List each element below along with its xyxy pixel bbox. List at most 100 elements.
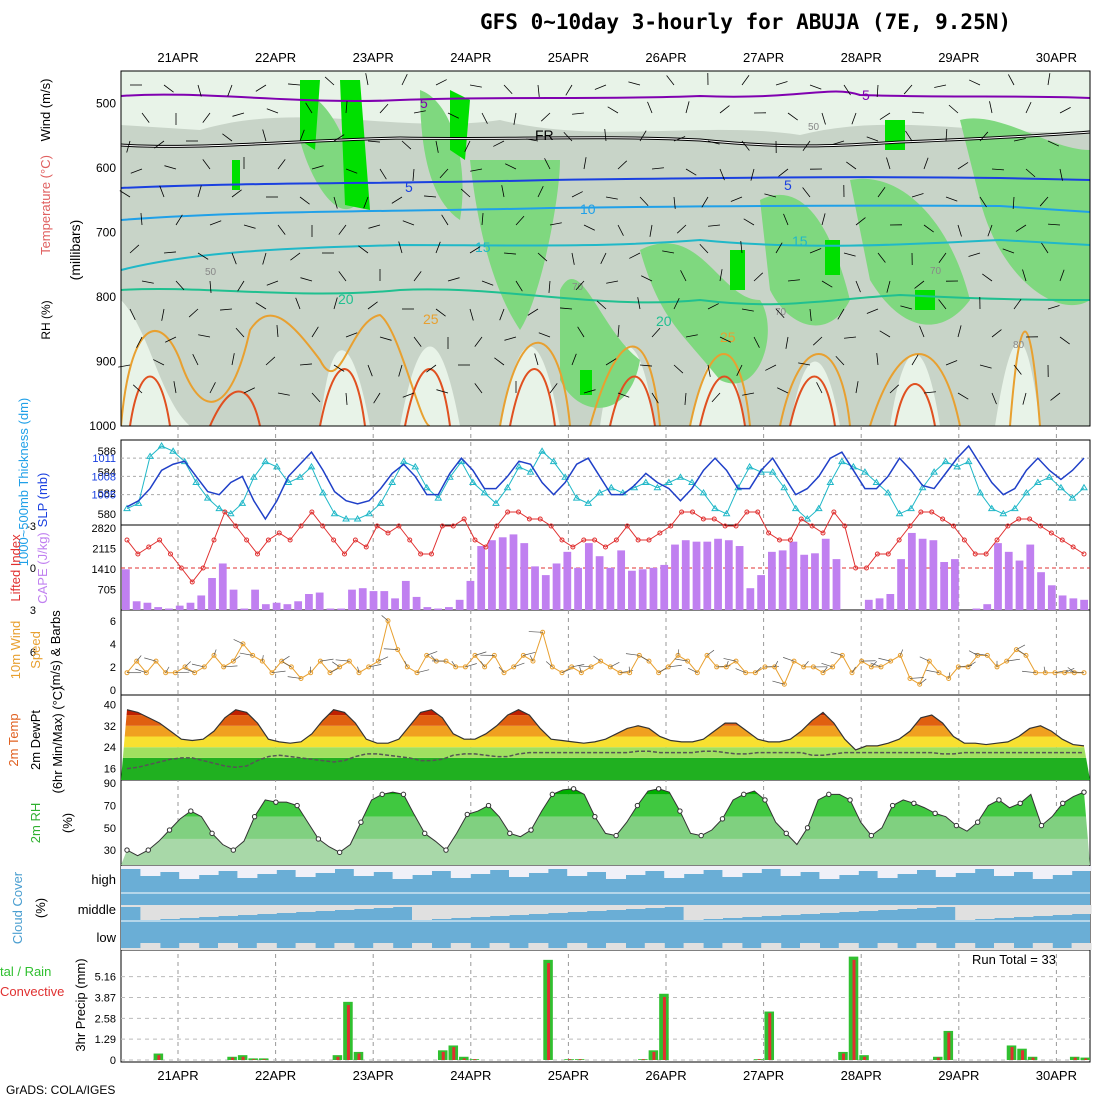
wind-barb <box>469 84 482 88</box>
li-point <box>581 537 587 543</box>
precip-convective-bar <box>262 1059 266 1060</box>
wind-barb <box>493 140 505 147</box>
cloud-mid-gap <box>606 905 626 910</box>
li-tick: -3 <box>26 521 36 533</box>
cloud-high-gap <box>412 866 432 875</box>
wind-speed-point <box>134 658 140 664</box>
thickness-point <box>1010 504 1019 512</box>
wind-barb <box>515 215 525 226</box>
cape-bar <box>348 589 356 610</box>
thickness-point <box>549 457 558 465</box>
cloud-high-gap <box>373 866 394 872</box>
wind-barb-10m <box>136 655 142 662</box>
wind-speed-point <box>569 664 575 670</box>
thickness-point <box>964 457 973 465</box>
rh-point <box>889 802 896 809</box>
cloud-mid-gap <box>295 905 316 912</box>
wind-barb <box>900 305 913 310</box>
wind-barb <box>673 196 676 209</box>
wind-speed-point <box>472 652 478 658</box>
cloud-mid-gap <box>586 905 607 911</box>
wind-barb <box>750 168 755 181</box>
wind-speed-point <box>250 652 256 658</box>
li-point <box>766 530 772 536</box>
cape-bar <box>638 569 647 610</box>
wind-speed-point <box>549 664 555 670</box>
thickness-point <box>376 499 385 506</box>
thickness-point <box>434 494 443 501</box>
wind-barb <box>629 252 641 259</box>
rh-point <box>741 791 747 798</box>
wind-barb <box>982 273 993 282</box>
wind-speed-point <box>288 664 294 670</box>
wind-barb <box>499 308 505 321</box>
rh-point <box>655 786 662 792</box>
thickness-point <box>884 488 892 496</box>
wind-barb <box>439 168 449 179</box>
rh-band <box>121 788 1090 795</box>
thickness-point <box>999 509 1008 517</box>
wind-barb <box>469 308 474 321</box>
thickness-point <box>215 504 224 512</box>
cloud-high-gap <box>877 866 898 878</box>
rh-point <box>188 808 194 814</box>
cloud-high-gap <box>974 866 995 869</box>
cape-bar <box>143 602 152 610</box>
cloud-low-gap <box>877 943 898 950</box>
wind-barb <box>596 300 607 310</box>
rh-point <box>464 811 470 818</box>
wind-barb <box>311 165 324 170</box>
wind-speed-point <box>337 664 343 670</box>
wind-barb-10m <box>513 662 525 668</box>
wind-speed-point <box>849 670 855 676</box>
wind-barb-10m <box>233 655 241 662</box>
cape-bar <box>552 563 561 610</box>
wind-barb <box>481 280 494 286</box>
wind-tick: 4 <box>110 639 116 651</box>
thickness-tick: 586 <box>98 446 116 458</box>
cape-bar <box>1058 595 1067 610</box>
precip-convective-bar <box>357 1053 361 1060</box>
contour-label: 25 <box>423 311 439 327</box>
wind-speed-point <box>143 670 149 676</box>
li-point <box>820 530 826 536</box>
cloud-high-gap <box>392 866 413 879</box>
wind-barb <box>934 84 947 88</box>
cloud-low-gap <box>218 943 238 950</box>
cloud-low-gap <box>741 948 762 950</box>
cape-tick: 1410 <box>92 564 116 576</box>
wind-speed-point <box>366 664 372 670</box>
cape-bar <box>918 538 927 610</box>
wind-barb <box>680 270 687 282</box>
li-point <box>1016 516 1022 522</box>
li-point <box>287 537 293 543</box>
cloud-mid-gap <box>644 905 665 908</box>
rh-point <box>592 813 598 820</box>
rh-point <box>1081 789 1087 795</box>
label-lifted-index: Lifted Index <box>8 534 23 602</box>
wind-barb <box>441 214 449 226</box>
thickness-point <box>1045 473 1054 480</box>
wind-barb <box>989 101 993 114</box>
label-cape: CAPE (J/kg) <box>35 532 50 604</box>
rh-point <box>762 797 768 803</box>
cloud-high-gap <box>1071 866 1092 871</box>
rh-point <box>251 813 258 820</box>
precip-convective-bar <box>757 1059 761 1060</box>
cloud-low-gap <box>935 948 956 950</box>
cape-bar <box>951 559 959 610</box>
wind-speed-point <box>1042 670 1048 676</box>
cloud-mid-gap <box>780 905 801 915</box>
wind-barb <box>1048 223 1061 226</box>
label-slp: SLP (mb) <box>35 473 50 528</box>
thickness-tick: 582 <box>98 488 116 500</box>
wind-barb <box>957 224 962 237</box>
cape-bar <box>768 551 776 610</box>
precip-convective-bar <box>1021 1050 1025 1060</box>
wind-barb <box>938 252 947 263</box>
cloud-low-gap <box>1052 948 1073 950</box>
wind-barb-10m <box>967 661 976 668</box>
rh-tick: 30 <box>104 845 116 857</box>
rh-point <box>230 847 237 853</box>
cloud-high-gap <box>256 866 277 874</box>
